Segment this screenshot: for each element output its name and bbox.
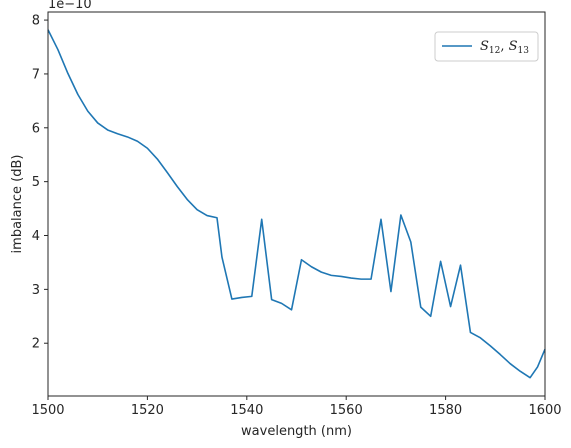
series-line-s12-s13 (47, 29, 546, 379)
x-axis-label: wavelength (nm) (241, 424, 352, 439)
y-axis-label: imbalance (dB) (10, 155, 25, 254)
legend-box (434, 31, 539, 62)
x-tick-label: 1540 (230, 403, 263, 418)
y-tick-label: 8 (32, 14, 40, 29)
axes-frame (47, 11, 546, 397)
legend-separator: , (500, 39, 508, 54)
y-tick-label: 7 (32, 67, 40, 82)
y-tick-label: 2 (32, 337, 40, 352)
y-tick-label: 6 (32, 121, 40, 136)
legend-symbol-a: S (480, 39, 489, 54)
legend-symbol-b: S (509, 39, 518, 54)
y-tick-label: 5 (32, 175, 40, 190)
x-tick-label: 1580 (429, 403, 462, 418)
x-tick-label: 1520 (131, 403, 164, 418)
x-tick-label: 1600 (528, 403, 561, 418)
y-tick-label: 4 (32, 229, 40, 244)
legend-entry-label: S12, S13 (480, 39, 529, 56)
legend-subscript-a: 12 (489, 46, 500, 56)
y-tick-label: 3 (32, 283, 40, 298)
x-tick-label: 1560 (330, 403, 363, 418)
x-tick-label: 1500 (31, 403, 64, 418)
legend-subscript-b: 13 (518, 46, 530, 56)
y-axis: 2 3 4 5 6 7 8 (32, 14, 48, 352)
x-axis: 1500 1520 1540 1560 1580 1600 (31, 396, 562, 418)
y-offset-text: 1e−10 (48, 0, 92, 12)
legend: S12, S13 (434, 31, 539, 62)
